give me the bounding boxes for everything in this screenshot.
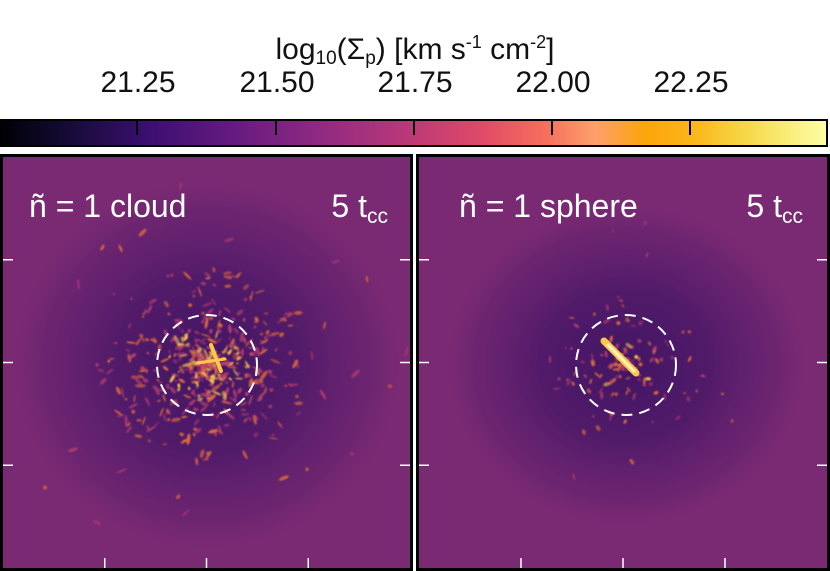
initial-radius-circle	[156, 314, 258, 416]
cloud-map	[3, 157, 410, 568]
colorbar-tick	[413, 121, 415, 135]
colorbar-tick	[689, 121, 691, 135]
colorbar-tick-label: 22.00	[515, 66, 591, 99]
panel-label: ñ = 1 cloud	[29, 188, 187, 224]
colorbar-tick-label: 21.50	[239, 66, 315, 99]
colorbar-tick-label: 21.75	[377, 66, 453, 99]
colorbar	[0, 119, 828, 147]
panel-cloud: ñ = 1 cloud 5 tcc	[0, 154, 413, 571]
initial-radius-circle	[575, 314, 677, 416]
colorbar-tick	[551, 121, 553, 135]
panel-time: 5 tcc	[331, 188, 388, 228]
sphere-map	[419, 157, 827, 568]
colorbar-tick-label: 22.25	[653, 66, 729, 99]
panel-sphere: ñ = 1 sphere 5 tcc	[416, 154, 830, 571]
colorbar-tick	[136, 121, 138, 135]
colorbar-tick-label: 21.25	[100, 66, 176, 99]
colorbar-tick	[275, 121, 277, 135]
colorbar-title: log10(Σp) [km s-1 cm-2]	[275, 32, 555, 69]
panel-label: ñ = 1 sphere	[459, 188, 638, 224]
panel-time: 5 tcc	[746, 188, 803, 228]
core-filament	[209, 343, 223, 373]
